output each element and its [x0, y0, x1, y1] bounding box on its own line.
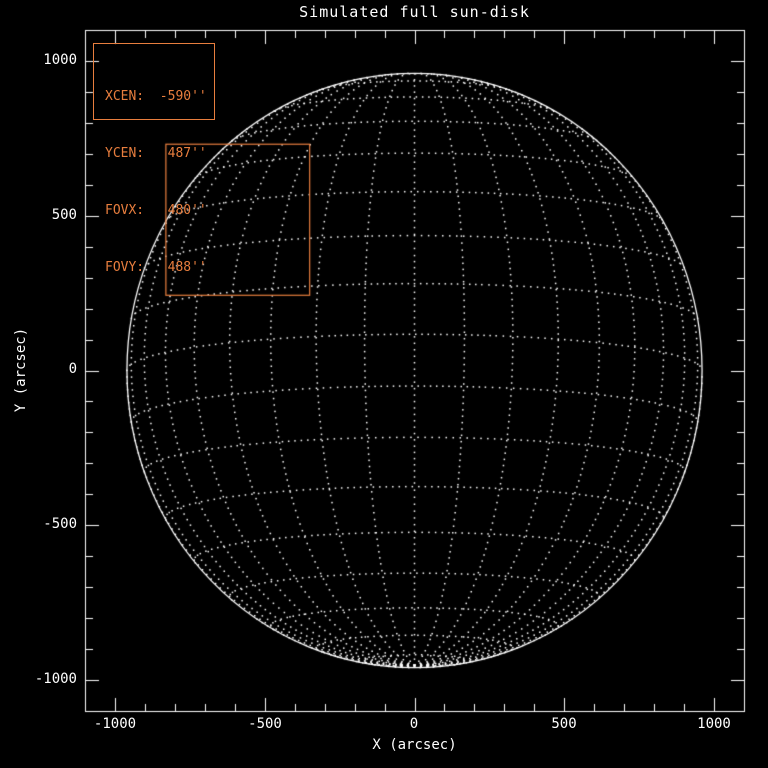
y-tick-label: 0: [68, 361, 77, 377]
plot-title: Simulated full sun-disk: [299, 3, 530, 21]
y-tick-label: -1000: [34, 671, 77, 687]
info-line-fovx: FOVX: 480'': [105, 203, 207, 218]
x-tick-label: -500: [248, 716, 282, 732]
x-tick-label: 0: [409, 716, 419, 732]
info-line-xcen: XCEN: -590'': [105, 89, 207, 104]
x-axis-label: X (arcsec): [372, 737, 457, 753]
y-tick-label: -500: [43, 516, 77, 532]
x-tick-label: -1000: [93, 716, 137, 732]
y-tick-label: 1000: [43, 52, 77, 68]
info-line-fovy: FOVY: 488'': [105, 260, 207, 275]
x-tick-label: 500: [551, 716, 577, 732]
x-tick-label: 1000: [697, 716, 731, 732]
info-line-ycen: YCEN: 487'': [105, 146, 207, 161]
y-tick-label: 500: [51, 207, 77, 223]
fov-info-box: XCEN: -590'' YCEN: 487'' FOVX: 480'' FOV…: [93, 43, 215, 275]
